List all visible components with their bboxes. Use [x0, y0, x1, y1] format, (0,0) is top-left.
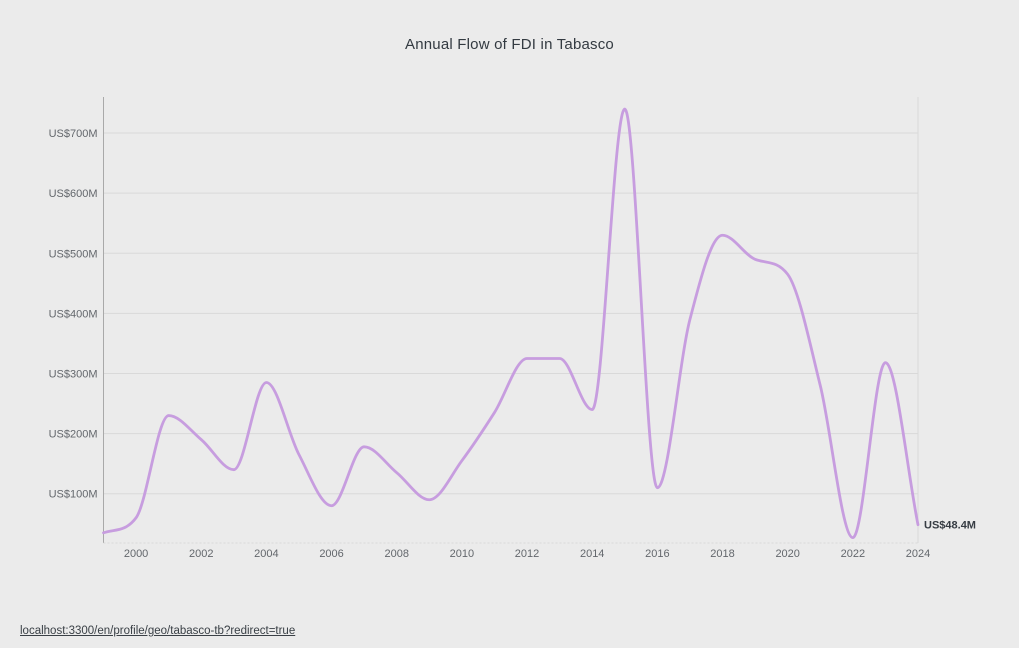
x-tick-label: 2012	[515, 548, 539, 560]
x-tick-label: 2014	[580, 548, 604, 560]
x-tick-label: 2018	[710, 548, 734, 560]
x-tick-label: 2024	[906, 548, 930, 560]
status-url-link[interactable]: localhost:3300/en/profile/geo/tabasco-tb…	[20, 625, 296, 637]
x-tick-label: 2004	[254, 548, 278, 560]
fdi-line-chart[interactable]: US$100M US$200M US$300M US$400M US$500M US$60…	[0, 0, 1019, 620]
y-tick-label: US$500M	[49, 248, 98, 260]
chart-title: Annual Flow of FDI in Tabasco	[405, 36, 614, 53]
bottom-bar	[0, 648, 1019, 660]
x-tick-label: 2022	[841, 548, 865, 560]
y-tick-label: US$700M	[49, 128, 98, 140]
y-tick-label: US$100M	[49, 489, 98, 501]
x-tick-label: 2002	[189, 548, 213, 560]
y-tick-label: US$300M	[49, 368, 98, 380]
x-tick-label: 2010	[450, 548, 474, 560]
x-tick-label: 2008	[384, 548, 408, 560]
end-value-label: US$48.4M	[924, 520, 976, 532]
x-tick-label: 2016	[645, 548, 669, 560]
x-tick-label: 2000	[124, 548, 148, 560]
y-tick-label: US$600M	[49, 188, 98, 200]
y-tick-label: US$400M	[49, 308, 98, 320]
fdi-line[interactable]	[102, 107, 920, 539]
x-tick-label: 2020	[775, 548, 799, 560]
x-tick-label: 2006	[319, 548, 343, 560]
y-tick-label: US$200M	[49, 429, 98, 441]
